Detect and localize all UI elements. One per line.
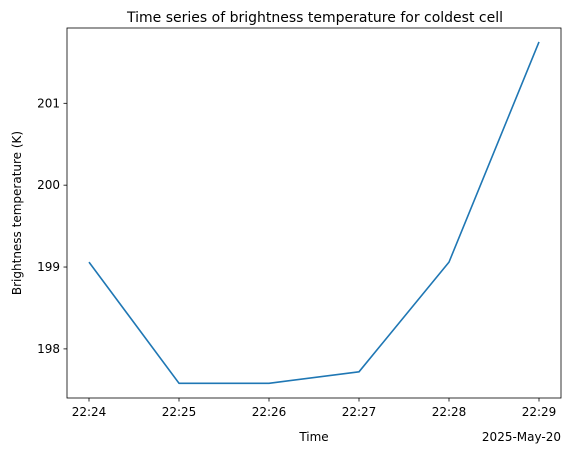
- y-tick-label: 198: [37, 342, 60, 356]
- y-tick-label: 200: [37, 178, 60, 192]
- x-tick-label: 22:25: [162, 405, 197, 419]
- y-axis-ticks: 198 199 200 201: [37, 96, 67, 356]
- chart-title: Time series of brightness temperature fo…: [126, 10, 503, 26]
- y-tick-label: 201: [37, 96, 60, 110]
- x-tick-label: 22:29: [522, 405, 557, 419]
- x-axis-offset-label: 2025-May-20: [482, 430, 561, 444]
- series-line: [88, 41, 540, 385]
- x-tick-label: 22:24: [72, 405, 107, 419]
- x-tick-label: 22:26: [252, 405, 287, 419]
- y-tick-label: 199: [37, 260, 60, 274]
- plot-frame: [66, 27, 562, 399]
- y-axis-label: Brightness temperature (K): [10, 131, 24, 295]
- x-tick-label: 22:28: [432, 405, 467, 419]
- x-axis-label: Time: [298, 430, 328, 444]
- x-tick-label: 22:27: [342, 405, 377, 419]
- series-layer: [88, 41, 540, 385]
- x-axis-ticks: 22:24 22:25 22:26 22:27 22:28 22:29: [72, 398, 557, 419]
